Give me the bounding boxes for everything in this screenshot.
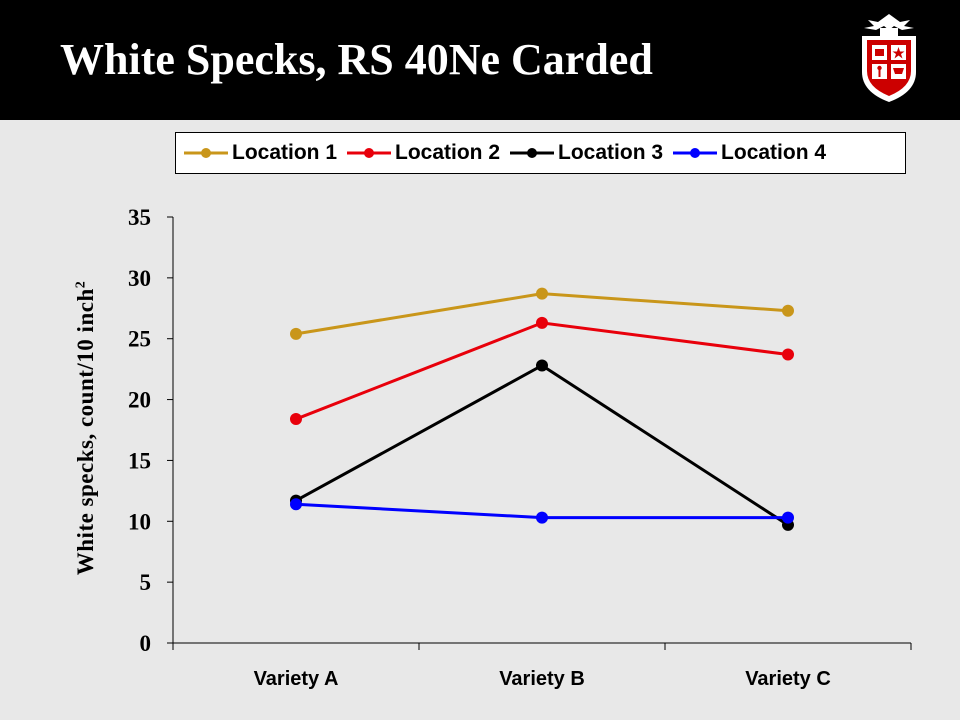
data-point-location-3 — [536, 359, 548, 372]
legend-swatch-location-1 — [184, 148, 228, 158]
legend-label-location-4: Location 4 — [721, 141, 827, 164]
title-bar: White Specks, RS 40Ne Carded — [0, 0, 960, 120]
data-point-location-1 — [536, 287, 548, 300]
legend-label-location-2: Location 2 — [395, 141, 501, 164]
data-point-location-1 — [290, 327, 302, 340]
y-tick-label: 10 — [128, 509, 151, 534]
legend-item-location-4: Location 4 — [671, 141, 826, 165]
data-point-location-2 — [536, 316, 548, 329]
university-shield-logo — [862, 14, 916, 102]
legend-item-location-3: Location 3 — [508, 141, 663, 165]
x-tick-label: Variety A — [254, 668, 339, 690]
data-point-location-4 — [290, 498, 302, 511]
y-tick-label: 30 — [128, 266, 151, 291]
legend-swatch-location-3 — [510, 148, 555, 158]
y-tick-label: 15 — [128, 448, 151, 473]
y-tick-label: 20 — [128, 388, 151, 413]
legend-swatch-location-4 — [673, 148, 718, 158]
data-point-location-2 — [290, 413, 302, 426]
y-tick-label: 5 — [140, 570, 152, 595]
legend-item-location-2: Location 2 — [345, 141, 500, 165]
data-point-location-2 — [782, 348, 794, 361]
y-tick-label: 25 — [128, 327, 151, 352]
y-tick-label: 0 — [140, 631, 152, 656]
data-point-location-1 — [782, 304, 794, 317]
x-tick-label: Variety B — [499, 668, 585, 690]
slide-title: White Specks, RS 40Ne Carded — [60, 35, 653, 84]
legend-swatch-location-2 — [347, 148, 392, 158]
x-tick-label: Variety C — [745, 668, 831, 690]
y-tick-label: 35 — [128, 205, 151, 230]
legend-label-location-1: Location 1 — [232, 141, 338, 164]
data-point-location-4 — [782, 511, 794, 524]
legend-item-location-1: Location 1 — [182, 141, 337, 165]
chart-legend: Location 1 Location 2 Location 3 Locatio… — [175, 132, 906, 174]
data-point-location-4 — [536, 511, 548, 524]
legend-label-location-3: Location 3 — [558, 141, 664, 164]
